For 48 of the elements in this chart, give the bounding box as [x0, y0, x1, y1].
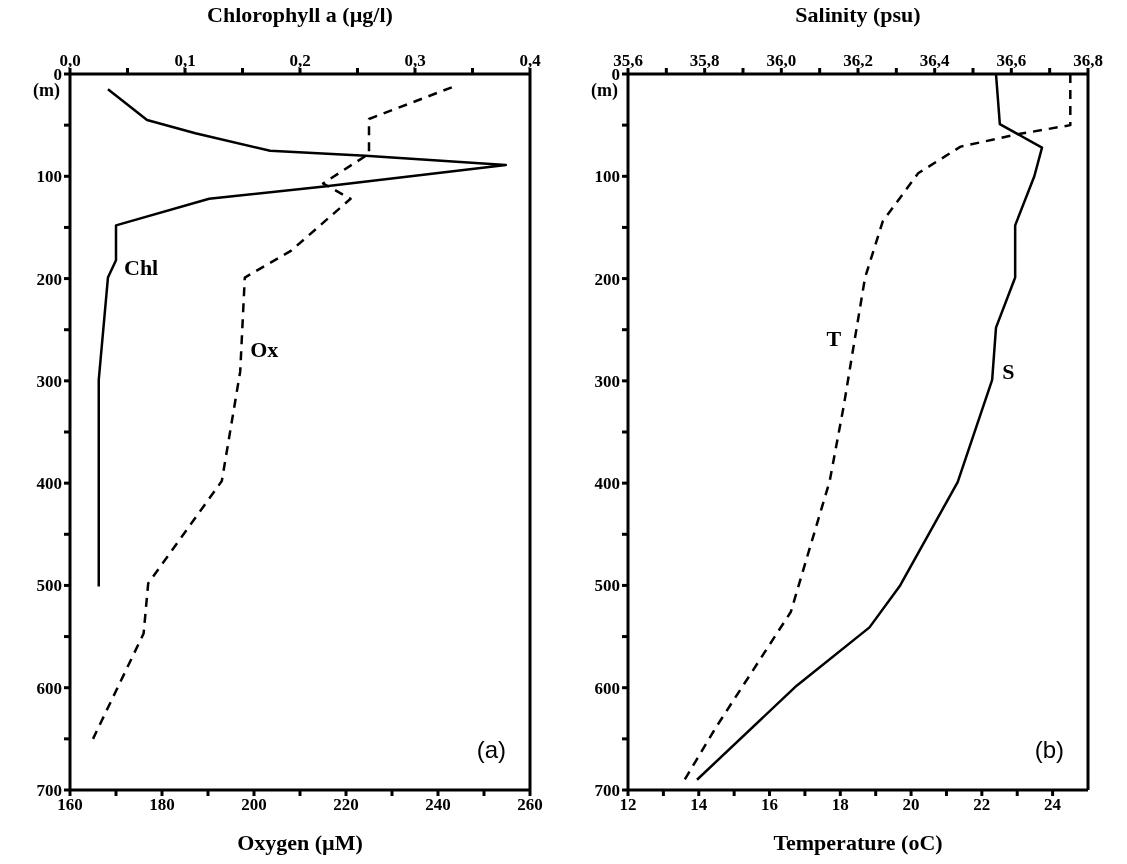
- x-tick-label: 16: [761, 795, 779, 815]
- y-tick-label: 400: [594, 474, 620, 494]
- x-tick-label: 12: [619, 795, 637, 815]
- x2-tick-label: 36,4: [919, 51, 951, 70]
- series-label: Chl: [124, 255, 159, 281]
- y-tick-label: 600: [36, 678, 62, 698]
- x2-tick-label: 0,3: [404, 51, 426, 70]
- series-label: T: [826, 326, 842, 352]
- y-tick-label: 500: [36, 576, 62, 596]
- x-tick-label: 20: [902, 795, 920, 815]
- y-axis-title: (m): [591, 80, 618, 101]
- x-tick-label: 160: [57, 795, 83, 815]
- series-label: Ox: [250, 336, 279, 362]
- x2-tick-label: 35,8: [689, 51, 720, 70]
- x-axis-title: Temperature (oC): [773, 830, 943, 855]
- x-tick-label: 260: [517, 795, 543, 815]
- y-tick-label: 100: [594, 167, 620, 187]
- x2-tick-label: 0,4: [519, 51, 542, 70]
- annotation: (a): [476, 736, 506, 764]
- y-tick-label: 500: [594, 576, 620, 596]
- x-tick-label: 180: [149, 795, 175, 815]
- x-tick-label: 22: [973, 795, 991, 815]
- x2-tick-label: 0,0: [59, 51, 81, 70]
- x-tick-label: 200: [241, 795, 267, 815]
- annotation: (b): [1034, 736, 1064, 764]
- y-tick-label: 100: [36, 167, 62, 187]
- y-tick-label: 300: [36, 371, 62, 391]
- x-axis-title: Oxygen (µM): [237, 830, 363, 855]
- x2-tick-label: 36,0: [766, 51, 797, 70]
- y-tick-label: 300: [594, 371, 620, 391]
- x-tick-label: 240: [425, 795, 451, 815]
- x2-tick-label: 0,2: [289, 51, 311, 70]
- y-tick-label: 600: [594, 678, 620, 698]
- x-tick-label: 24: [1044, 795, 1062, 815]
- x-tick-label: 18: [831, 795, 849, 815]
- series-label: S: [1002, 358, 1015, 384]
- y-tick-label: 200: [594, 269, 620, 289]
- x2-tick-label: 36,6: [996, 51, 1027, 70]
- x2-tick-label: 36,8: [1073, 51, 1103, 70]
- x-tick-label: 14: [690, 795, 708, 815]
- x2-tick-label: 0,1: [174, 51, 196, 70]
- y-axis-title: (m): [33, 80, 60, 101]
- y-tick-label: 700: [594, 781, 620, 801]
- x-tick-label: 220: [333, 795, 359, 815]
- x2-tick-label: 36,2: [843, 51, 873, 70]
- y-tick-label: 400: [36, 474, 62, 494]
- x2-tick-label: 35,6: [613, 51, 643, 70]
- y-tick-label: 200: [36, 269, 62, 289]
